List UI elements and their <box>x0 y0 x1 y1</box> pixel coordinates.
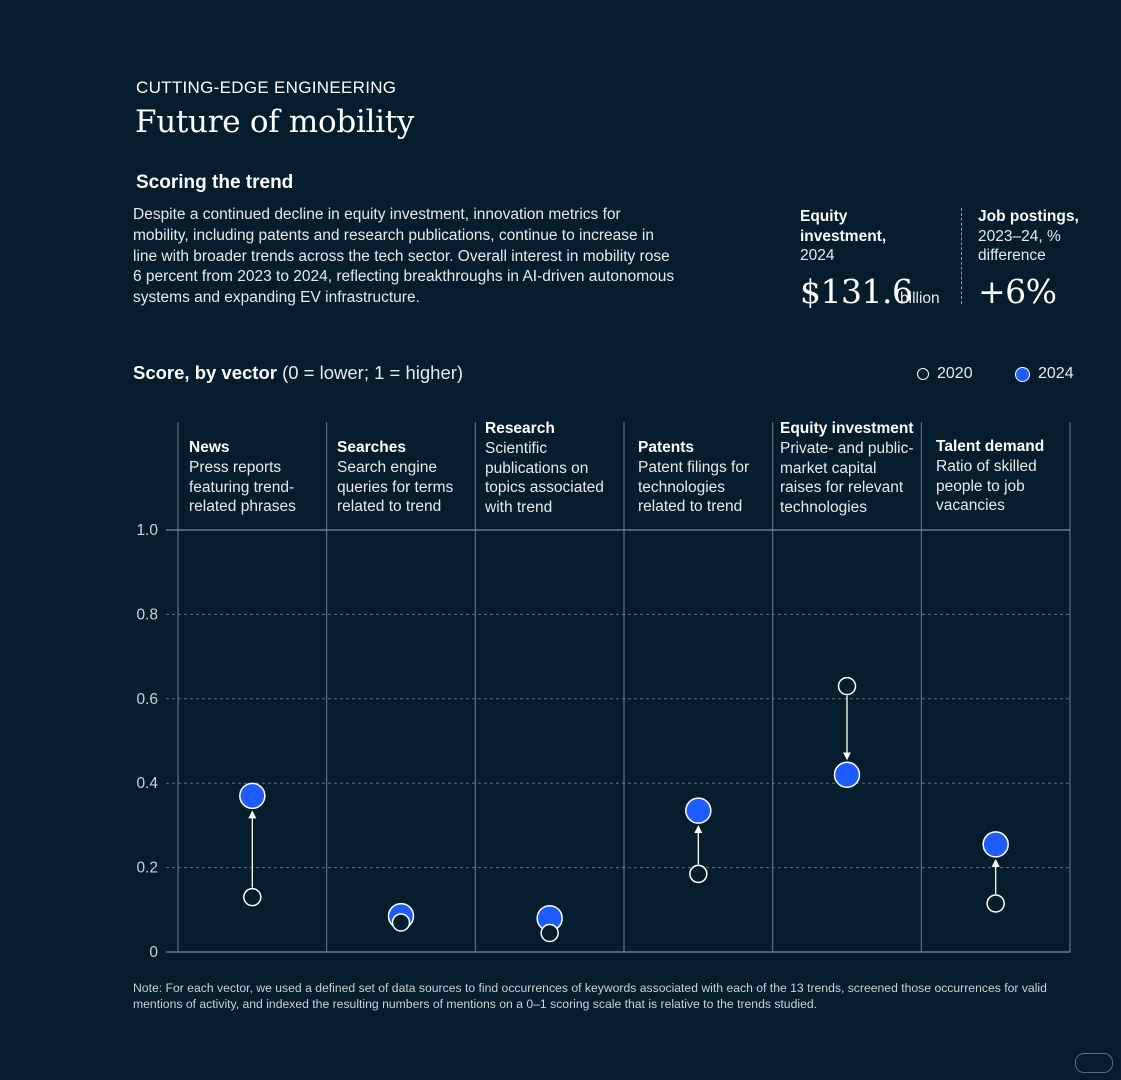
jobs-kpi-label: Job postings, 2023–24, % difference <box>978 207 1108 266</box>
column-header-patents: Patents Patent filings for technologies … <box>638 438 768 517</box>
point-2020 <box>540 923 559 943</box>
point-2024 <box>982 831 1009 858</box>
eyebrow-label: CUTTING-EDGE ENGINEERING <box>136 78 397 97</box>
equity-kpi-label: Equity investment, 2024 <box>800 207 930 266</box>
point-2020 <box>243 887 262 907</box>
point-2024 <box>685 797 712 824</box>
column-header-title: Talent demand <box>936 438 1045 455</box>
legend-item-2024: 2024 <box>1015 365 1074 383</box>
column-header-equity-investment: Equity investment Private- and public-ma… <box>780 419 916 518</box>
equity-kpi-label-sub: 2024 <box>800 247 835 264</box>
chart-title: Score, by vector (0 = lower; 1 = higher) <box>133 362 463 384</box>
column-header-desc: Search engine queries for terms related … <box>337 458 454 516</box>
section-heading: Scoring the trend <box>136 172 294 193</box>
legend-2024-marker-icon <box>1015 366 1030 382</box>
equity-kpi-unit: billion <box>900 290 940 307</box>
equity-kpi-label-bold: Equity investment, <box>800 208 887 245</box>
column-header-searches: Searches Search engine queries for terms… <box>337 438 467 517</box>
y-tick-label: 0.2 <box>136 860 158 877</box>
point-2020 <box>837 676 857 696</box>
column-header-title: Patents <box>638 439 694 456</box>
column-header-title: Searches <box>337 439 406 456</box>
y-tick-label: 1.0 <box>136 522 158 539</box>
equity-kpi-value: $131.6 <box>800 272 913 311</box>
jobs-kpi-value: +6% <box>978 272 1057 311</box>
column-header-talent-demand: Talent demand Ratio of skilled people to… <box>936 437 1066 516</box>
legend-2020-marker-icon <box>917 368 929 380</box>
point-2020 <box>986 894 1005 913</box>
page-title: Future of mobility <box>135 104 415 140</box>
legend-2024-label: 2024 <box>1038 365 1074 382</box>
column-header-desc: Press reports featuring trend-related ph… <box>189 458 296 516</box>
kpi-divider <box>961 208 962 304</box>
point-2024 <box>239 782 266 810</box>
column-header-title: News <box>189 439 230 456</box>
column-header-desc: Patent filings for technologies related … <box>638 458 750 516</box>
y-tick-label: 0.6 <box>136 691 158 708</box>
jobs-kpi-label-sub: 2023–24, % difference <box>978 227 1061 265</box>
column-header-research: Research Scientific publications on topi… <box>485 419 615 518</box>
legend-2020-label: 2020 <box>937 365 973 382</box>
watermark-badge <box>1075 1053 1113 1073</box>
point-2020 <box>391 913 411 932</box>
legend-item-2020: 2020 <box>917 365 973 383</box>
jobs-kpi-label-bold: Job postings, <box>978 208 1079 225</box>
column-header-desc: Private- and public-market capital raise… <box>780 439 914 517</box>
column-header-title: Research <box>485 420 555 437</box>
chart-title-bold: Score, by vector <box>133 362 277 383</box>
point-2024 <box>833 761 861 789</box>
column-header-title: Equity investment <box>780 420 914 437</box>
column-header-news: News Press reports featuring trend-relat… <box>189 438 319 517</box>
y-tick-label: 0.4 <box>136 775 158 792</box>
y-tick-label: 0 <box>149 944 158 961</box>
column-header-desc: Ratio of skilled people to job vacancies <box>936 457 1037 515</box>
footnote: Note: For each vector, we used a defined… <box>133 981 1047 1011</box>
intro-paragraph: Despite a continued decline in equity in… <box>133 206 675 307</box>
chart-title-rest: (0 = lower; 1 = higher) <box>276 362 464 383</box>
y-tick-label: 0.8 <box>136 606 158 623</box>
point-2020 <box>689 864 708 884</box>
column-header-desc: Scientific publications on topics associ… <box>485 439 604 517</box>
